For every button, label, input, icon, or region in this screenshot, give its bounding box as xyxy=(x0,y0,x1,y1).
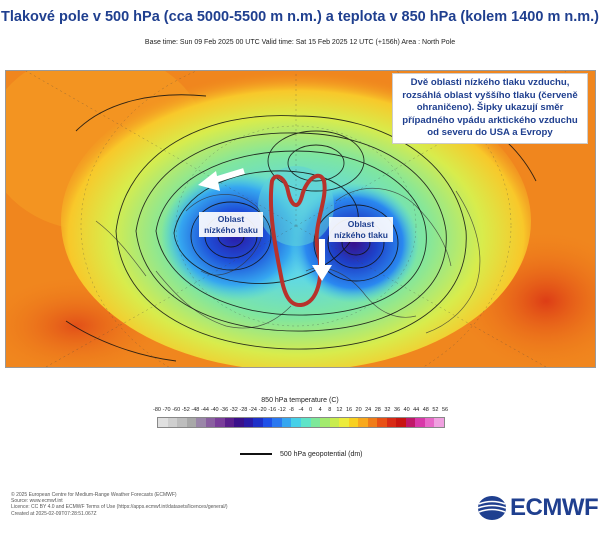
colorbar-swatch xyxy=(348,418,359,427)
colorbar-swatch xyxy=(272,418,282,427)
ecmwf-globe-icon xyxy=(477,496,507,520)
colorbar-tick-label: -60 xyxy=(172,407,181,413)
colorbar-swatch xyxy=(396,418,406,427)
colorbar-tick-label: -70 xyxy=(162,407,171,413)
colorbar-tick-label: 44 xyxy=(413,407,420,413)
colorbar-swatch xyxy=(215,418,225,427)
colorbar-tick-label: -20 xyxy=(258,407,267,413)
run-info: Base time: Sun 09 Feb 2025 00 UTC Valid … xyxy=(144,39,456,46)
colorbar-swatch xyxy=(424,418,435,427)
colorbar-tick-label: 32 xyxy=(384,407,391,413)
colorbar-swatch xyxy=(291,418,301,427)
colorbar-swatch xyxy=(320,418,330,427)
temperature-legend-title: 850 hPa temperature (C) xyxy=(261,397,339,404)
colorbar-swatch xyxy=(329,418,340,427)
colorbar-tick-label: 40 xyxy=(403,407,410,413)
footer-line: Created at 2025-02-09T07:28:51.067Z xyxy=(11,510,97,517)
colorbar-tick-label: 48 xyxy=(422,407,429,413)
arrow-west-icon xyxy=(198,171,220,191)
colorbar-tick-label: 36 xyxy=(393,407,401,413)
colorbar-swatch xyxy=(196,418,206,427)
colorbar-swatch xyxy=(405,418,416,427)
colorbar-swatch xyxy=(310,418,321,427)
colorbar-swatch xyxy=(300,418,311,427)
high-pressure-outline xyxy=(268,173,327,307)
ecmwf-logo: ECMWF xyxy=(477,494,599,522)
forecast-map: Dvě oblasti nízkého tlaku vzduchu, rozsá… xyxy=(5,70,596,368)
low-label-west: Oblast nízkého tlaku xyxy=(199,212,263,237)
colorbar-swatch xyxy=(234,418,244,427)
colorbar-tick-label: -52 xyxy=(181,407,190,413)
colorbar-tick-label: -32 xyxy=(229,407,238,413)
temperature-colorbar xyxy=(157,417,445,428)
colorbar-tick-label: -16 xyxy=(268,407,277,413)
colorbar-tick-label: 20 xyxy=(355,407,362,413)
colorbar-tick-label: 12 xyxy=(336,407,343,413)
colorbar-tick-label: 52 xyxy=(432,407,439,413)
colorbar-swatch xyxy=(434,418,444,427)
low-label-east: Oblast nízkého tlaku xyxy=(329,217,393,242)
footer-credits: © 2025 European Centre for Medium-Range … xyxy=(11,492,371,517)
colorbar-tick-label: -4 xyxy=(298,407,304,413)
colorbar-tick-label: -44 xyxy=(201,407,209,413)
colorbar-swatch xyxy=(224,418,235,427)
colorbar-tick-label: -12 xyxy=(277,407,286,413)
colorbar-tick-label: -36 xyxy=(220,407,229,413)
colorbar-tick-label: -40 xyxy=(210,407,219,413)
colorbar-swatch xyxy=(186,418,197,427)
colorbar-tick-label: 0 xyxy=(309,407,313,413)
colorbar-tick-label: 56 xyxy=(441,407,449,413)
coastlines xyxy=(95,188,481,334)
page-title: Tlakové pole v 500 hPa (cca 5000-5500 m … xyxy=(1,9,599,25)
colorbar-swatch xyxy=(205,418,216,427)
temperature-legend-ticks: -80 -70 -60 -52 -48 -44 -40 -36 -32 -28 -24 -20 -16-… xyxy=(145,407,457,417)
contour-line-icon xyxy=(240,453,272,455)
colorbar-swatch xyxy=(358,418,368,427)
footer-line: Source: www.ecmwf.int xyxy=(11,498,63,505)
colorbar-swatch xyxy=(253,418,263,427)
colorbar-tick-label: 8 xyxy=(328,407,332,413)
geopotential-legend-label: 500 hPa geopotential (dm) xyxy=(280,450,363,458)
map-annotation: Dvě oblasti nízkého tlaku vzduchu, rozsá… xyxy=(392,73,588,144)
colorbar-tick-label: 28 xyxy=(374,407,381,413)
colorbar-tick-label: -8 xyxy=(288,407,294,413)
colorbar-swatch xyxy=(415,418,425,427)
colorbar-swatch xyxy=(367,418,378,427)
colorbar-swatch xyxy=(281,418,292,427)
colorbar-swatch xyxy=(177,418,187,427)
colorbar-swatch xyxy=(243,418,254,427)
colorbar-tick-label: 24 xyxy=(365,407,372,413)
colorbar-swatch xyxy=(167,418,178,427)
colorbar-swatch xyxy=(262,418,273,427)
colorbar-tick-label: 4 xyxy=(318,407,322,413)
colorbar-swatch xyxy=(158,418,168,427)
ecmwf-logo-text: ECMWF xyxy=(510,494,599,521)
geopotential-legend: 500 hPa geopotential (dm) xyxy=(240,448,363,460)
colorbar-tick-label: 16 xyxy=(345,407,353,413)
colorbar-tick-label: -24 xyxy=(249,407,257,413)
colorbar-tick-label: -28 xyxy=(239,407,248,413)
colorbar-tick-label: -48 xyxy=(191,407,200,413)
arctic-air-arrows xyxy=(198,168,332,281)
colorbar-tick-label: -80 xyxy=(153,407,161,413)
colorbar-swatch xyxy=(377,418,387,427)
colorbar-swatch xyxy=(339,418,349,427)
footer-line: Licence: CC BY 4.0 and ECMWF Terms of Us… xyxy=(11,504,228,511)
colorbar-swatch xyxy=(386,418,397,427)
footer-line: © 2025 European Centre for Medium-Range … xyxy=(11,492,177,498)
arrow-south-icon xyxy=(312,265,332,281)
